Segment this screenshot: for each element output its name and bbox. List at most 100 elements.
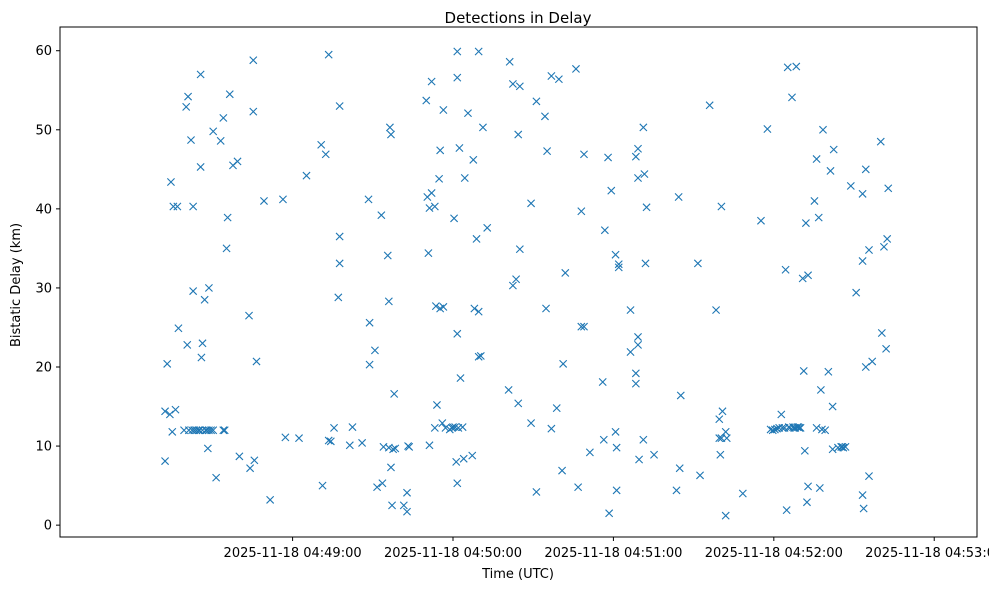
data-point [824,367,833,376]
data-point [196,70,205,79]
data-point [611,427,620,436]
data-markers [161,47,893,520]
data-point [508,79,517,88]
data-point [425,204,434,213]
data-point [174,324,183,333]
data-point [324,50,333,59]
data-point [295,434,303,443]
data-point [515,245,524,254]
data-point [476,351,485,360]
data-point [266,495,275,504]
data-point [642,203,651,212]
data-point [195,426,204,435]
data-point [168,427,177,436]
data-point [431,302,440,311]
data-point [828,445,837,454]
data-point [770,425,779,434]
data-point [386,463,395,472]
data-point [472,234,481,243]
data-point [370,346,379,355]
data-point [474,352,483,361]
data-point [792,62,801,71]
data-point [197,353,206,362]
data-point [358,438,367,447]
data-point [782,506,791,515]
data-point [676,391,685,400]
data-point [858,189,867,198]
x-tick-label: 2025-11-18 04:49:00 [224,546,362,561]
data-point [716,450,725,459]
data-point [196,162,205,171]
data-point [821,426,830,435]
data-point [721,511,730,520]
data-point [166,177,175,186]
data-point [189,287,198,296]
data-point [542,304,551,313]
data-point [204,283,213,292]
data-point [508,281,517,290]
data-point [422,96,431,105]
data-point [718,407,727,416]
data-point [390,389,399,398]
data-point [184,92,193,101]
data-point [599,435,608,444]
data-point [335,232,344,241]
data-point [389,445,398,454]
data-point [192,426,201,435]
data-point [430,202,439,211]
data-point [634,332,642,341]
data-point [453,73,462,82]
data-point [804,271,813,280]
data-point [814,213,823,222]
data-point [459,454,468,463]
data-point [819,125,827,134]
data-point [577,207,586,216]
data-point [585,448,594,457]
data-point [335,102,344,111]
data-point [829,145,838,154]
data-point [626,306,635,315]
data-point [859,504,868,513]
data-point [222,244,231,253]
data-point [439,302,448,311]
data-point [225,90,234,99]
data-point [200,295,209,304]
data-point [559,359,568,368]
data-point [365,360,374,369]
x-axis-title: Time (UTC) [481,567,554,582]
data-point [209,127,218,136]
data-point [169,202,178,211]
data-point [796,423,805,432]
data-point [318,481,327,490]
data-point [219,113,228,122]
data-point [846,181,855,190]
data-point [611,250,620,259]
data-point [161,407,170,416]
data-point [696,471,705,480]
data-point [635,455,644,464]
data-point [483,223,492,232]
data-point [460,174,469,183]
data-point [161,457,170,466]
data-point [763,125,772,133]
data-point [810,196,819,205]
data-point [216,136,225,145]
data-point [249,56,258,65]
data-point [612,486,621,495]
data-point [640,170,649,179]
data-point [403,507,412,516]
data-point [612,443,621,452]
data-point [252,357,261,366]
data-point [183,340,192,349]
data-point [504,385,513,394]
data-point [384,297,393,306]
data-point [641,259,650,268]
data-point [812,155,821,164]
data-point [453,47,462,56]
data-point [783,63,792,72]
chart-title: Detections in Delay [445,9,592,27]
x-tick-label: 2025-11-18 04:51:00 [544,546,682,561]
data-point [388,501,397,510]
